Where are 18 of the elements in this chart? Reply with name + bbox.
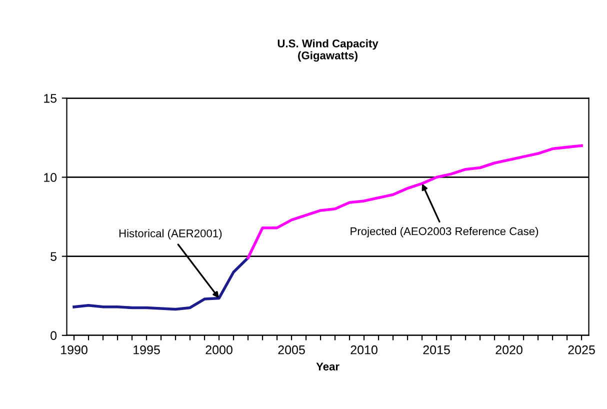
annotation: Projected (AEO2003 Reference Case) bbox=[350, 226, 538, 238]
x-tick-label: 2025 bbox=[568, 345, 595, 354]
x-tick-label: 2020 bbox=[496, 345, 522, 354]
y-tick-label: 5 bbox=[50, 252, 57, 261]
chart-title: U.S. Wind Capacity (Gigawatts) bbox=[278, 39, 378, 62]
x-tick-label: 1990 bbox=[61, 345, 88, 354]
y-tick-label: 15 bbox=[44, 94, 57, 103]
line-series bbox=[246, 144, 583, 260]
x-tick-label: 1995 bbox=[134, 345, 160, 354]
x-tick-label: 2015 bbox=[423, 345, 450, 354]
x-tick-label: 2000 bbox=[206, 345, 232, 354]
x-axis-title: Year bbox=[316, 362, 340, 370]
annotation: Historical (AER2001) bbox=[119, 229, 222, 240]
line-series bbox=[72, 256, 250, 311]
y-tick-label: 10 bbox=[44, 173, 57, 182]
x-tick-label: 2005 bbox=[278, 345, 305, 354]
x-tick-label: 2010 bbox=[350, 345, 378, 354]
y-tick-label: 0 bbox=[50, 331, 57, 340]
